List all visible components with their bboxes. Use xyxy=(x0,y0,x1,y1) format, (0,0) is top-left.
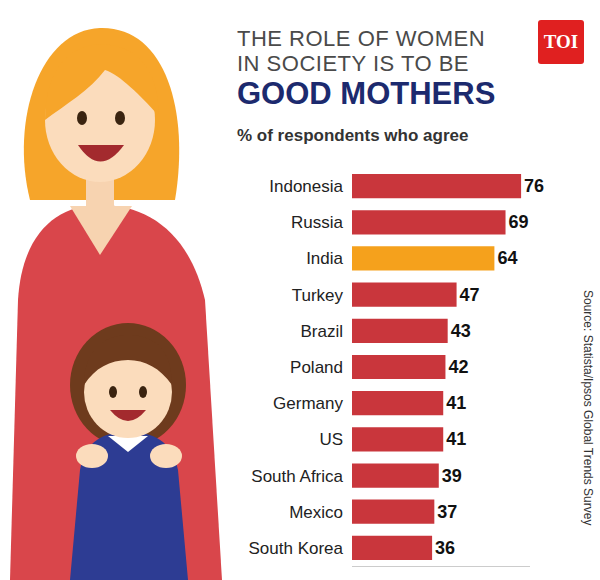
svg-text:42: 42 xyxy=(448,357,468,377)
svg-text:41: 41 xyxy=(446,393,466,413)
svg-text:76: 76 xyxy=(524,176,544,196)
svg-text:Russia: Russia xyxy=(291,213,344,232)
html-text:% of respondents who agree: % of respondents who agree xyxy=(237,126,469,145)
html-text:IN SOCIETY IS TO BE: IN SOCIETY IS TO BE xyxy=(237,51,469,76)
html-text:TOI: TOI xyxy=(543,31,579,52)
svg-text:43: 43 xyxy=(451,321,471,341)
svg-text:Mexico: Mexico xyxy=(289,503,343,522)
svg-text:41: 41 xyxy=(446,429,466,449)
svg-text:36: 36 xyxy=(435,538,455,558)
svg-text:US: US xyxy=(319,430,343,449)
svg-text:South Africa: South Africa xyxy=(251,467,343,486)
svg-text:37: 37 xyxy=(437,502,457,522)
svg-text:69: 69 xyxy=(509,212,529,232)
svg-text:64: 64 xyxy=(497,248,517,268)
svg-text:Poland: Poland xyxy=(290,358,343,377)
svg-text:Brazil: Brazil xyxy=(300,322,343,341)
svg-text:47: 47 xyxy=(460,285,480,305)
svg-text:India: India xyxy=(306,249,343,268)
svg-text:Indonesia: Indonesia xyxy=(269,177,343,196)
html-text:Source: Statista/Ipsos Global: Source: Statista/Ipsos Global Trends Sur… xyxy=(581,290,595,526)
svg-text:South Korea: South Korea xyxy=(248,539,343,558)
svg-text:39: 39 xyxy=(442,466,462,486)
svg-text:Germany: Germany xyxy=(273,394,343,413)
svg-text:Turkey: Turkey xyxy=(292,286,344,305)
html-text:GOOD MOTHERS: GOOD MOTHERS xyxy=(237,76,496,111)
html-text:THE ROLE OF WOMEN: THE ROLE OF WOMEN xyxy=(237,26,486,51)
